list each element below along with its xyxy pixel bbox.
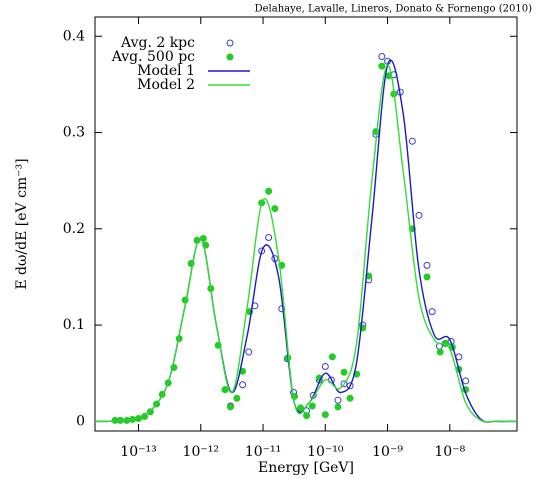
x-axis-label: Energy [GeV] — [258, 460, 354, 476]
legend-label: Model 1 — [137, 63, 195, 79]
data-point — [271, 205, 279, 213]
model-line — [95, 64, 517, 423]
data-point — [321, 411, 329, 419]
x-tick-label: 10⁻¹⁰ — [307, 444, 344, 460]
data-point — [328, 353, 336, 361]
legend-marker — [226, 39, 234, 47]
data-point — [265, 233, 273, 241]
data-point — [423, 273, 431, 281]
data-point — [378, 52, 386, 60]
data-point — [233, 394, 241, 402]
y-tick-label: 0 — [76, 413, 85, 429]
y-tick-label: 0.3 — [63, 125, 85, 141]
data-point — [428, 308, 436, 316]
model-line — [95, 59, 517, 423]
x-tick-label: 10⁻⁹ — [372, 444, 403, 460]
x-tick-label: 10⁻¹³ — [120, 444, 156, 460]
x-tick-label: 10⁻¹² — [183, 444, 219, 460]
data-point — [308, 402, 316, 410]
data-point — [303, 412, 311, 420]
data-point — [378, 62, 386, 70]
data-point — [340, 368, 348, 376]
data-point — [436, 348, 444, 356]
y-tick-label: 0.4 — [63, 28, 85, 44]
data-point — [239, 381, 247, 389]
x-tick-label: 10⁻¹¹ — [245, 444, 281, 460]
data-point — [462, 377, 470, 385]
legend-marker — [226, 53, 234, 61]
data-point — [245, 348, 253, 356]
plot-area — [95, 52, 517, 424]
data-point — [408, 137, 416, 145]
x-tick-label: 10⁻⁸ — [434, 444, 465, 460]
annotation: Delahaye, Lavalle, Lineros, Donato & For… — [255, 4, 532, 15]
data-point — [423, 261, 431, 269]
plot-frame — [94, 16, 518, 432]
y-axis-label: E dω/dE [eV cm⁻³] — [14, 158, 30, 289]
data-point — [321, 362, 329, 370]
data-point — [334, 396, 342, 404]
data-point — [415, 211, 423, 219]
legend-label: Avg. 500 pc — [111, 49, 195, 65]
legend-label: Model 2 — [137, 77, 195, 93]
data-point — [265, 187, 273, 195]
legend-label: Avg. 2 kpc — [120, 35, 195, 51]
y-tick-label: 0.1 — [63, 317, 85, 333]
data-point — [226, 403, 234, 411]
data-point — [346, 394, 354, 402]
data-point — [297, 404, 305, 412]
data-point — [346, 382, 354, 390]
data-point — [372, 128, 380, 136]
y-tick-label: 0.2 — [63, 221, 85, 237]
data-point — [221, 386, 229, 394]
data-point — [334, 403, 342, 411]
data-point — [340, 380, 348, 388]
